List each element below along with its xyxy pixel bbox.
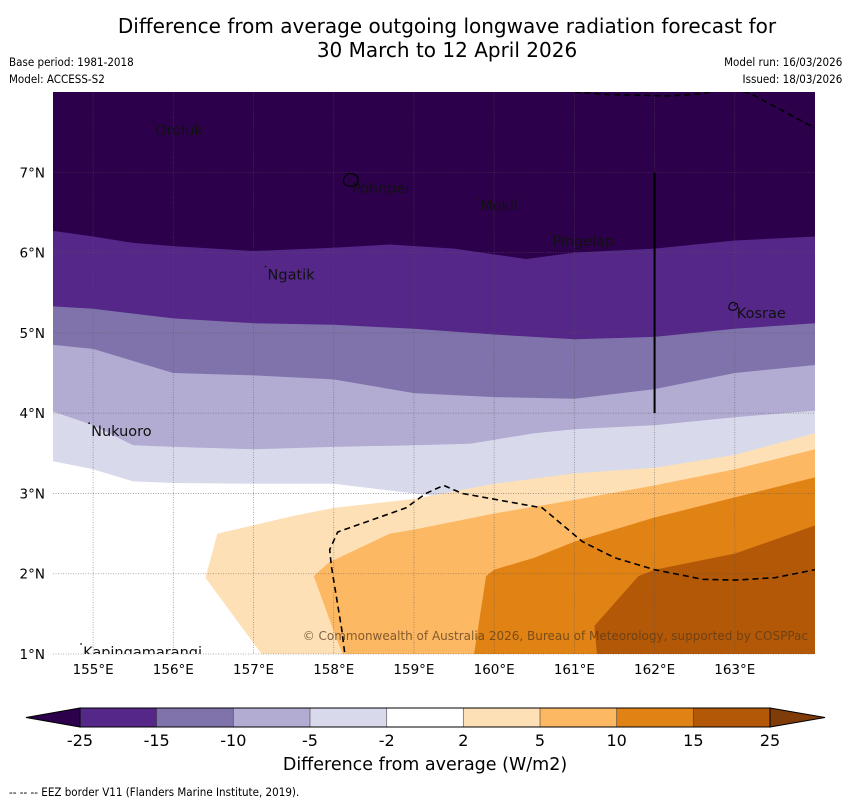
colorbar-tick-label: -2	[379, 731, 395, 750]
colorbar-tick-label: -10	[220, 731, 246, 750]
kosrae-island-icon	[728, 301, 739, 311]
plot-area	[53, 92, 815, 654]
overlay-layer: Oroluk Pohnpei Mokil Pingelap Ngatik Kosrae Nu…	[80, 92, 815, 661]
lat-tick-label: 6°N	[20, 246, 45, 262]
place-marker-icon	[80, 643, 82, 645]
eez-border-north	[574, 92, 815, 129]
colorbar-bin	[233, 708, 310, 727]
lon-tick-label: 158°E	[313, 662, 354, 678]
place-marker-icon	[477, 196, 480, 199]
colorbar-tick-label: 25	[760, 731, 780, 750]
lat-tick-label: 2°N	[20, 567, 45, 583]
colorbar: -25 -15 -10 -5 -2 2 5 10 15 25	[25, 707, 826, 750]
lon-tick-label: 159°E	[393, 662, 434, 678]
lon-tick-label: 155°E	[73, 662, 114, 678]
lat-tick-label: 3°N	[20, 486, 45, 502]
lon-tick-label: 162°E	[634, 662, 675, 678]
band-plus15-plus25	[594, 525, 815, 654]
colorbar-bin	[616, 708, 694, 727]
colorbar-extend-high	[769, 707, 826, 728]
place-label-kapingamarangi: Kapingamarangi	[83, 645, 202, 661]
lon-tick-label: 157°E	[233, 662, 274, 678]
lon-tick-label: 160°E	[474, 662, 515, 678]
colorbar-tick-label: -25	[67, 731, 93, 750]
axes: 1°N 2°N 3°N 4°N 5°N 6°N 7°N 155°E 156°E 157°E 158°…	[20, 165, 756, 678]
place-label-pohnpei: Pohnpei	[352, 181, 410, 197]
model-run-date: Model run: 16/03/2026	[723, 55, 842, 69]
model-name: Model: ACCESS-S2	[9, 72, 105, 86]
place-label-ngatik: Ngatik	[268, 268, 316, 284]
eez-border-south	[328, 484, 815, 654]
place-marker-icon	[152, 121, 155, 124]
lat-tick-label: 7°N	[20, 165, 45, 181]
colorbar-bin	[386, 708, 464, 727]
colorbar-label: Difference from average (W/m2)	[282, 755, 568, 775]
colorbar-bin	[156, 708, 234, 727]
copyright-notice: © Commonwealth of Australia 2026, Bureau…	[303, 629, 808, 643]
colorbar-tick-label: -15	[144, 731, 170, 750]
lat-tick-label: 5°N	[20, 326, 45, 342]
lon-tick-label: 156°E	[153, 662, 194, 678]
colorbar-tick-label: 10	[606, 731, 626, 750]
lon-tick-label: 163°E	[714, 662, 755, 678]
place-label-pingelap: Pingelap	[552, 234, 614, 250]
colorbar-extend-low	[25, 707, 81, 728]
colorbar-tick-label: 2	[458, 731, 468, 750]
place-label-mokil: Mokil	[480, 199, 518, 215]
place-label-oroluk: Oroluk	[155, 123, 203, 139]
colorbar-bin	[80, 708, 157, 727]
issued-date: Issued: 18/03/2026	[742, 72, 842, 86]
base-period: Base period: 1981-2018	[9, 55, 134, 69]
place-marker-icon	[348, 179, 351, 181]
colorbar-bin	[463, 708, 540, 727]
place-label-kosrae: Kosrae	[737, 306, 786, 322]
lat-tick-label: 4°N	[20, 406, 45, 422]
chart-title-line1: Difference from average outgoing longwav…	[117, 14, 777, 38]
colorbar-tick-label: 5	[535, 731, 545, 750]
meta-right: Model run: 16/03/2026 Issued: 18/03/2026	[724, 54, 842, 88]
place-marker-icon	[264, 265, 267, 268]
chart-title-line2: 30 March to 12 April 2026	[316, 38, 578, 62]
colorbar-tick-label: 15	[683, 731, 703, 750]
lon-tick-label: 161°E	[554, 662, 595, 678]
place-marker-icon	[733, 304, 736, 307]
eez-footnote: -- -- -- EEZ border V11 (Flanders Marine…	[9, 785, 300, 799]
colorbar-bin	[310, 708, 387, 727]
colorbar-bin	[540, 708, 617, 727]
pohnpei-island-icon	[343, 172, 359, 187]
place-marker-icon	[88, 422, 90, 425]
meta-left: Base period: 1981-2018 Model: ACCESS-S2	[9, 54, 134, 88]
colorbar-tick-label: -5	[302, 731, 318, 750]
lat-tick-label: 1°N	[20, 647, 45, 663]
place-marker-icon	[549, 232, 552, 234]
place-label-nukuoro: Nukuoro	[91, 424, 152, 440]
chart-title: Difference from average outgoing longwav…	[0, 14, 850, 62]
colorbar-bin	[693, 708, 770, 727]
